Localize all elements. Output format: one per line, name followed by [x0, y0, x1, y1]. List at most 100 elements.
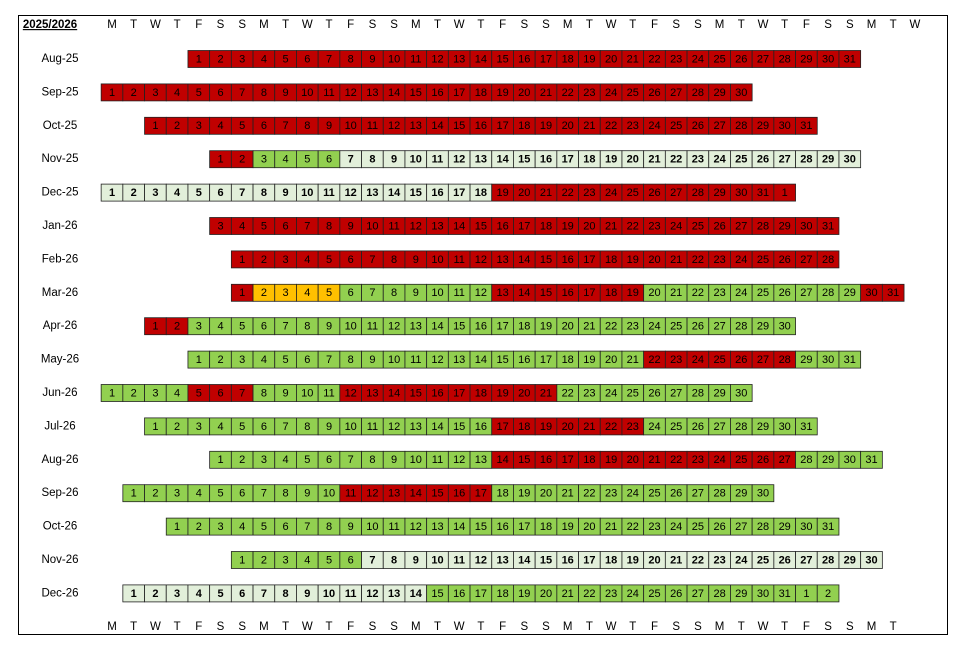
day-number: 16	[562, 554, 574, 566]
day-number: 10	[323, 588, 335, 600]
weekday-footer: T	[434, 621, 441, 633]
month-label: May-26	[41, 354, 79, 366]
day-number: 8	[261, 387, 267, 399]
day-number: 6	[239, 488, 245, 500]
weekday-header: T	[434, 19, 441, 31]
day-number: 18	[496, 488, 508, 500]
day-number: 8	[304, 421, 310, 433]
day-number: 21	[540, 87, 552, 99]
day-number: 6	[326, 454, 332, 466]
weekday-header: T	[130, 19, 137, 31]
day-number: 26	[670, 488, 682, 500]
weekday-footer: S	[369, 621, 377, 633]
day-number: 8	[369, 454, 375, 466]
day-number: 18	[540, 521, 552, 533]
day-number: 3	[174, 488, 180, 500]
weekday-header: F	[195, 19, 202, 31]
day-number: 17	[518, 220, 530, 232]
day-number: 29	[800, 354, 812, 366]
weekday-header: M	[259, 19, 269, 31]
day-number: 21	[540, 187, 552, 199]
day-number: 16	[562, 287, 574, 299]
day-number: 22	[583, 588, 595, 600]
day-number: 28	[713, 588, 725, 600]
day-number: 25	[670, 321, 682, 333]
day-number: 6	[261, 120, 267, 132]
day-number: 8	[261, 87, 267, 99]
day-number: 6	[348, 554, 354, 566]
day-number: 11	[432, 154, 444, 166]
month-label: Aug-25	[41, 53, 78, 65]
weekday-footer: F	[195, 621, 202, 633]
day-number: 19	[627, 287, 639, 299]
day-number: 1	[109, 187, 115, 199]
day-number: 30	[822, 354, 834, 366]
weekday-header: T	[890, 19, 897, 31]
day-number: 13	[453, 354, 465, 366]
day-number: 14	[496, 454, 508, 466]
weekday-header: M	[107, 19, 117, 31]
day-number: 28	[822, 254, 834, 266]
day-number: 27	[757, 354, 769, 366]
day-number: 4	[239, 220, 245, 232]
day-number: 15	[453, 421, 465, 433]
day-number: 13	[475, 154, 487, 166]
day-number: 3	[217, 220, 223, 232]
day-number: 11	[345, 488, 356, 500]
day-number: 25	[692, 220, 704, 232]
day-number: 2	[174, 421, 180, 433]
weekday-header: S	[369, 19, 377, 31]
day-number: 30	[735, 87, 747, 99]
day-number: 11	[410, 53, 421, 65]
day-number: 1	[217, 454, 223, 466]
day-number: 15	[496, 354, 508, 366]
day-number: 3	[196, 421, 202, 433]
day-number: 8	[391, 554, 397, 566]
day-number: 4	[283, 454, 289, 466]
day-number: 2	[217, 354, 223, 366]
day-number: 15	[540, 254, 552, 266]
day-number: 3	[174, 588, 180, 600]
weekday-header: T	[781, 19, 788, 31]
day-number: 12	[388, 321, 400, 333]
weekday-header: M	[867, 19, 877, 31]
day-number: 26	[779, 254, 791, 266]
weekday-footer: S	[238, 621, 246, 633]
day-number: 9	[283, 87, 289, 99]
day-number: 26	[648, 387, 660, 399]
day-number: 4	[283, 154, 289, 166]
day-number: 1	[239, 554, 245, 566]
day-number: 20	[627, 154, 639, 166]
day-number: 24	[670, 220, 682, 232]
day-number: 28	[735, 120, 747, 132]
day-number: 23	[713, 287, 725, 299]
day-number: 26	[713, 220, 725, 232]
day-number: 1	[109, 387, 115, 399]
day-number: 30	[800, 521, 812, 533]
day-number: 1	[196, 354, 202, 366]
weekday-footer: S	[520, 621, 528, 633]
day-cell	[816, 517, 840, 536]
day-number: 17	[583, 287, 595, 299]
day-number: 8	[348, 53, 354, 65]
day-number: 21	[670, 554, 682, 566]
day-number: 6	[348, 254, 354, 266]
day-number: 9	[326, 120, 332, 132]
month-label: Jul-26	[44, 420, 75, 432]
day-number: 21	[648, 454, 660, 466]
day-number: 30	[779, 321, 791, 333]
day-number: 3	[283, 554, 289, 566]
day-number: 31	[800, 120, 812, 132]
day-number: 1	[782, 187, 788, 199]
day-number: 28	[692, 387, 704, 399]
day-number: 11	[367, 120, 378, 132]
day-number: 6	[304, 354, 310, 366]
day-number: 17	[453, 187, 465, 199]
day-number: 26	[735, 354, 747, 366]
day-number: 31	[865, 454, 877, 466]
day-number: 9	[304, 488, 310, 500]
weekday-header: S	[520, 19, 528, 31]
month-label: Dec-26	[41, 587, 78, 599]
day-number: 30	[800, 220, 812, 232]
day-number: 12	[453, 454, 465, 466]
